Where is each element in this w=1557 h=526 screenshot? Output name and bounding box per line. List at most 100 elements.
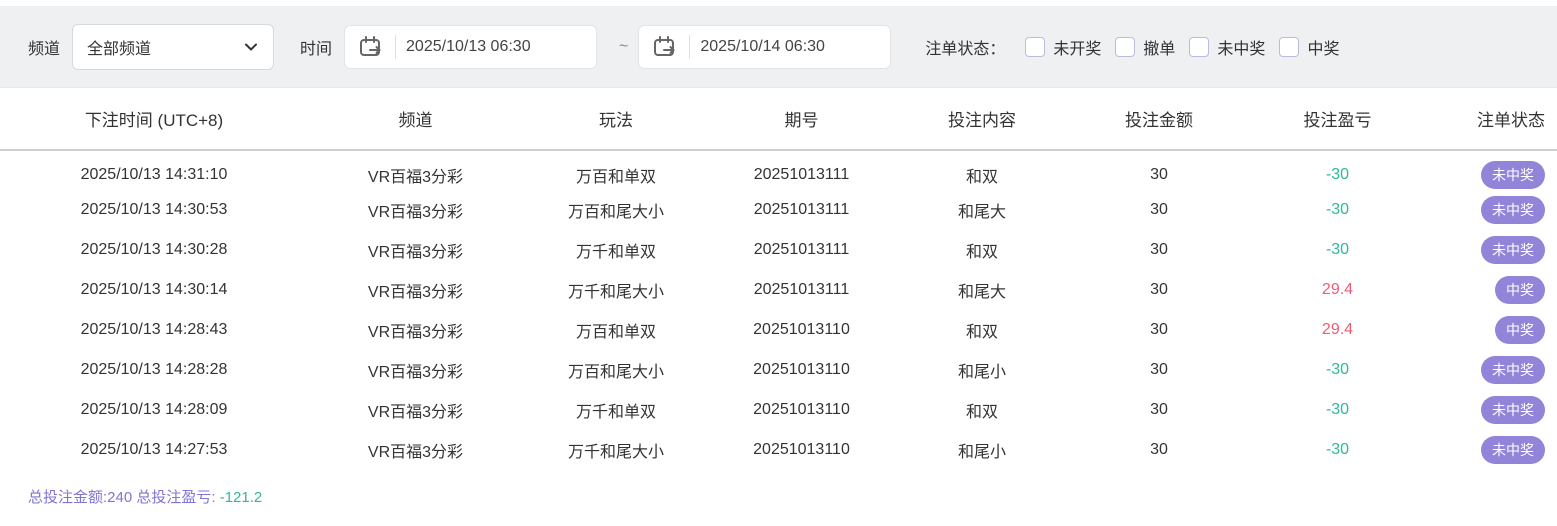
cell-status: 未中奖 (1427, 430, 1557, 470)
checkbox-label[interactable]: 撤单 (1143, 40, 1176, 58)
col-header-profit: 投注盈亏 (1248, 88, 1427, 151)
cell-channel: VR百福3分彩 (367, 244, 464, 261)
status-badge: 未中奖 (1481, 196, 1545, 224)
date-from-input[interactable]: 2025/10/13 06:30 (344, 24, 598, 69)
cell-status: 未中奖 (1427, 230, 1557, 270)
checkbox-box[interactable] (1279, 36, 1300, 57)
total-amount-value: 240 (107, 489, 133, 506)
bet-status-label: 注单状态： (925, 40, 1006, 58)
col-header-content: 投注内容 (894, 88, 1070, 151)
checkbox-box[interactable] (1025, 36, 1046, 57)
channel-select-value: 全部频道 (87, 40, 152, 58)
checkbox-lost[interactable]: 未中奖 (1189, 35, 1265, 59)
table-row: 2025/10/13 14:28:09 VR百福3分彩 万千和单双 202510131… (0, 390, 1557, 430)
time-filter: 时间 2025/10/13 06:30 ~ (300, 24, 892, 69)
cell-content: 和尾大 (957, 204, 1006, 221)
table-row: 2025/10/13 14:30:53 VR百福3分彩 万百和尾大小 20251013… (0, 190, 1557, 230)
status-badge: 未中奖 (1481, 396, 1545, 424)
cell-bet-time: 2025/10/13 14:30:53 (80, 201, 228, 218)
col-header-status: 注单状态 (1427, 88, 1557, 151)
cell-channel: VR百福3分彩 (367, 364, 464, 381)
status-badge: 未中奖 (1481, 160, 1545, 189)
cell-bet-time: 2025/10/13 14:28:43 (80, 321, 228, 338)
cell-content: 和尾小 (957, 444, 1006, 461)
checkbox-won[interactable]: 中奖 (1279, 35, 1339, 59)
status-badge: 未中奖 (1481, 436, 1545, 464)
channel-select[interactable]: 全部频道 (72, 23, 275, 70)
col-header-amount: 投注金额 (1070, 88, 1248, 151)
bet-records-table: 下注时间 (UTC+8) 频道 玩法 期号 投注内容 投注金额 投注盈亏 注单状… (0, 88, 1557, 470)
date-divider (395, 34, 397, 59)
total-amount-label: 总投注金额: (28, 489, 108, 506)
cell-bet-time: 2025/10/13 14:30:14 (80, 281, 228, 298)
checkbox-not-drawn[interactable]: 未开奖 (1025, 35, 1101, 59)
cell-issue: 20251013111 (753, 201, 850, 218)
cell-amount: 30 (1150, 321, 1168, 338)
cell-status: 中奖 (1427, 270, 1557, 310)
filter-bar: 频道 全部频道 时间 2025/10/13 06:30 ~ (0, 6, 1557, 88)
cell-play: 万百和尾大小 (567, 364, 664, 381)
cell-content: 和双 (965, 324, 998, 341)
totals-summary: 总投注金额:240 总投注盈亏: -121.2 (0, 486, 1557, 507)
cell-issue: 20251013110 (753, 441, 850, 458)
cell-profit: -30 (1325, 441, 1350, 458)
cell-amount: 30 (1150, 281, 1168, 298)
cell-issue: 20251013111 (753, 281, 850, 298)
checkbox-box[interactable] (1189, 36, 1210, 57)
cell-issue: 20251013111 (753, 165, 850, 183)
checkbox-label[interactable]: 未中奖 (1217, 40, 1266, 58)
cell-amount: 30 (1150, 165, 1168, 183)
table-body: 2025/10/13 14:31:10 VR百福3分彩 万百和单双 202510131… (0, 150, 1557, 470)
cell-play: 万千和尾大小 (567, 284, 664, 301)
table-row: 2025/10/13 14:30:14 VR百福3分彩 万千和尾大小 20251013… (0, 270, 1557, 310)
col-header-channel: 频道 (308, 88, 523, 151)
cell-play: 万千和单双 (575, 404, 656, 421)
cell-channel: VR百福3分彩 (367, 204, 464, 221)
cell-bet-time: 2025/10/13 14:28:28 (80, 361, 228, 378)
cell-profit: -30 (1325, 201, 1350, 218)
table-row: 2025/10/13 14:28:43 VR百福3分彩 万百和单双 202510131… (0, 310, 1557, 350)
cell-profit: 29.4 (1321, 321, 1354, 338)
date-divider (689, 34, 691, 59)
checkbox-cancelled[interactable]: 撤单 (1115, 35, 1175, 59)
cell-bet-time: 2025/10/13 14:28:09 (80, 401, 228, 418)
cell-status: 未中奖 (1427, 150, 1557, 190)
table-row: 2025/10/13 14:30:28 VR百福3分彩 万千和单双 202510131… (0, 230, 1557, 270)
cell-channel: VR百福3分彩 (367, 404, 464, 421)
cell-profit: -30 (1325, 165, 1350, 183)
cell-channel: VR百福3分彩 (367, 324, 464, 341)
cell-content: 和双 (965, 168, 998, 186)
date-from-value: 2025/10/13 06:30 (406, 37, 531, 55)
bet-status-filter: 注单状态： 未开奖 撤单 未中奖 中奖 (925, 35, 1339, 59)
col-header-play: 玩法 (523, 88, 709, 151)
date-range-separator: ~ (619, 37, 629, 55)
cell-play: 万百和尾大小 (567, 204, 664, 221)
cell-bet-time: 2025/10/13 14:30:28 (80, 241, 228, 258)
cell-amount: 30 (1150, 361, 1168, 378)
checkbox-label[interactable]: 中奖 (1307, 40, 1340, 58)
chevron-down-icon (243, 39, 259, 55)
cell-profit: 29.4 (1321, 281, 1354, 298)
cell-issue: 20251013110 (753, 401, 850, 418)
checkbox-label[interactable]: 未开奖 (1053, 40, 1102, 58)
cell-profit: -30 (1325, 401, 1350, 418)
cell-play: 万百和单双 (575, 324, 656, 341)
cell-play: 万千和单双 (575, 244, 656, 261)
cell-issue: 20251013110 (753, 361, 850, 378)
cell-issue: 20251013110 (753, 321, 850, 338)
calendar-icon (357, 34, 383, 60)
table-row: 2025/10/13 14:28:28 VR百福3分彩 万百和尾大小 20251013… (0, 350, 1557, 390)
total-profit-label: 总投注盈亏: (136, 489, 216, 506)
cell-channel: VR百福3分彩 (367, 284, 464, 301)
cell-play: 万百和单双 (575, 168, 656, 186)
status-badge: 未中奖 (1481, 356, 1545, 384)
cell-profit: -30 (1325, 361, 1350, 378)
date-to-input[interactable]: 2025/10/14 06:30 (638, 24, 892, 69)
cell-amount: 30 (1150, 401, 1168, 418)
cell-bet-time: 2025/10/13 14:27:53 (80, 441, 228, 458)
cell-amount: 30 (1150, 441, 1168, 458)
cell-play: 万千和尾大小 (567, 444, 664, 461)
time-label: 时间 (300, 40, 333, 58)
cell-bet-time: 2025/10/13 14:31:10 (80, 165, 228, 183)
checkbox-box[interactable] (1115, 36, 1136, 57)
